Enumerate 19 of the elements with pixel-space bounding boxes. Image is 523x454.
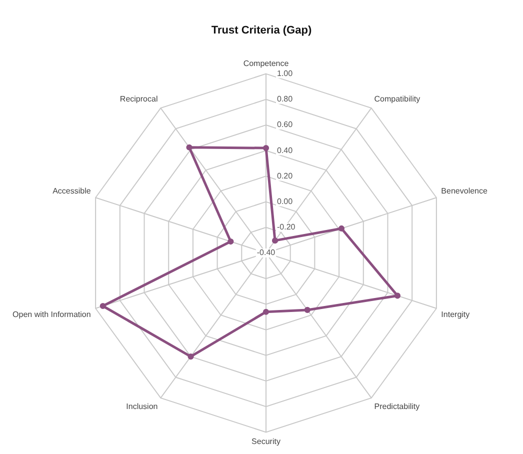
y-tick-label: -0.40 bbox=[256, 248, 276, 258]
y-tick-label: 0.60 bbox=[277, 120, 294, 130]
y-tick-label: -0.20 bbox=[277, 222, 296, 232]
spoke-label: Benevolence bbox=[441, 186, 488, 196]
spoke-label: Competence bbox=[243, 59, 290, 68]
spoke-label: Inclusion bbox=[126, 402, 158, 412]
spoke-label: Accessible bbox=[52, 186, 92, 196]
spoke-label: Predictability bbox=[374, 402, 420, 412]
y-tick-label: 1.00 bbox=[277, 69, 294, 78]
spoke-label: Open with Information bbox=[12, 310, 91, 319]
spoke-label: Security bbox=[252, 437, 280, 446]
chart-title: Trust Criteria (Gap) bbox=[211, 24, 312, 37]
spoke-label: Intergity bbox=[441, 310, 470, 319]
y-tick-label: 0.40 bbox=[277, 146, 294, 155]
spoke-label: Reciprocal bbox=[120, 94, 158, 104]
y-tick-label: 0.80 bbox=[277, 94, 294, 104]
spoke-label: Compatibility bbox=[374, 94, 420, 104]
y-tick-label: 0.20 bbox=[277, 171, 294, 180]
y-tick-label: 0.00 bbox=[277, 197, 294, 206]
